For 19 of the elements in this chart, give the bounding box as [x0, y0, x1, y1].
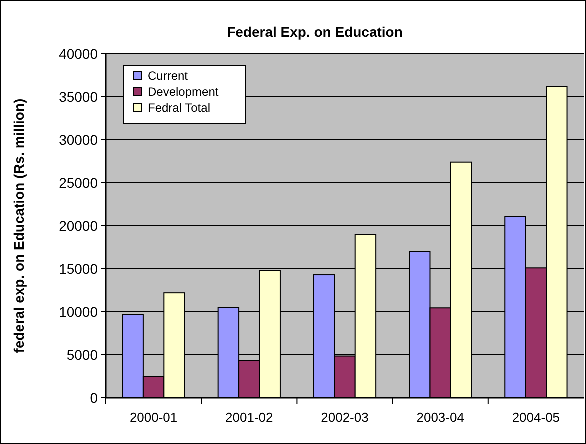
chart-title: Federal Exp. on Education	[227, 24, 403, 40]
y-tick-label: 40000	[59, 46, 98, 62]
y-tick-label: 15000	[59, 260, 98, 277]
legend-label: Current	[148, 69, 189, 84]
y-tick-label: 30000	[59, 132, 98, 148]
y-tick-label: 10000	[59, 304, 98, 320]
y-tick-label: 0	[90, 390, 98, 406]
y-tick-label: 35000	[59, 88, 98, 105]
x-tick-label: 2004-05	[512, 410, 560, 425]
y-tick-label: 20000	[59, 218, 98, 234]
y-tick-label: 25000	[59, 174, 98, 191]
legend-label: Development	[148, 85, 220, 100]
x-tick-label: 2003-04	[416, 410, 464, 425]
x-tick-label: 2001-02	[226, 410, 274, 425]
y-axis-title: federal exp. on Education (Rs. million)	[11, 98, 27, 354]
x-tick-label: 2002-03	[321, 410, 369, 425]
x-tick-label: 2000-01	[130, 410, 178, 425]
legend-label: Fedral Total	[148, 101, 210, 116]
y-tick-label: 5000	[66, 346, 98, 363]
